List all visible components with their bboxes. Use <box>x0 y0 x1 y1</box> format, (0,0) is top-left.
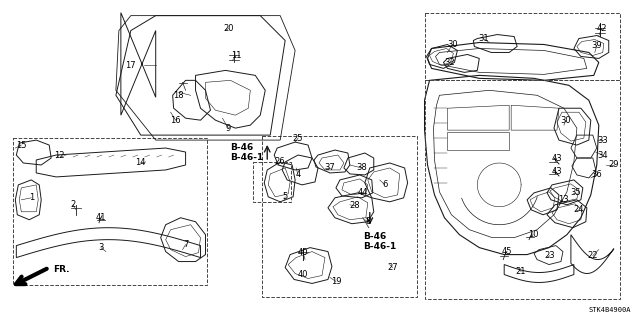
Text: 4: 4 <box>296 170 301 179</box>
Text: B-46: B-46 <box>230 143 253 152</box>
Text: 17: 17 <box>125 61 136 70</box>
Text: 34: 34 <box>598 151 608 160</box>
Text: 33: 33 <box>597 136 608 145</box>
Text: 27: 27 <box>387 263 398 272</box>
Bar <box>424 13 620 80</box>
Bar <box>424 80 620 300</box>
Text: 30: 30 <box>561 116 572 125</box>
Text: 7: 7 <box>183 240 188 249</box>
Text: 45: 45 <box>502 247 513 256</box>
Text: B-46: B-46 <box>363 232 386 241</box>
Text: 15: 15 <box>16 141 26 150</box>
Text: 35: 35 <box>571 188 581 197</box>
Text: 42: 42 <box>596 24 607 33</box>
Bar <box>13 138 207 286</box>
Text: 40: 40 <box>298 270 308 279</box>
Text: 12: 12 <box>54 151 65 160</box>
Text: 8: 8 <box>365 217 371 226</box>
Text: 5: 5 <box>282 192 288 201</box>
Text: 44: 44 <box>358 188 368 197</box>
Text: 14: 14 <box>136 159 146 167</box>
Text: 28: 28 <box>349 201 360 210</box>
Text: 23: 23 <box>545 251 556 260</box>
Text: 36: 36 <box>591 170 602 179</box>
Text: 2: 2 <box>70 200 76 209</box>
Bar <box>262 136 417 297</box>
Text: 41: 41 <box>96 213 106 222</box>
Text: 26: 26 <box>275 158 285 167</box>
Text: 10: 10 <box>528 230 538 239</box>
Text: 9: 9 <box>226 124 231 133</box>
Text: 16: 16 <box>170 116 181 125</box>
Text: 32: 32 <box>444 58 455 67</box>
Text: 25: 25 <box>293 134 303 143</box>
Text: 13: 13 <box>557 195 568 204</box>
Text: 31: 31 <box>478 34 488 43</box>
Text: 40: 40 <box>298 248 308 257</box>
Text: 1: 1 <box>29 193 34 202</box>
Text: 30: 30 <box>447 40 458 49</box>
Text: 6: 6 <box>382 180 387 189</box>
Text: 11: 11 <box>231 51 242 60</box>
Text: 43: 43 <box>552 167 563 176</box>
Text: 29: 29 <box>609 160 619 169</box>
Text: 38: 38 <box>356 163 367 173</box>
Text: 37: 37 <box>324 163 335 173</box>
Text: 18: 18 <box>173 91 184 100</box>
Text: 24: 24 <box>573 205 584 214</box>
Text: 3: 3 <box>99 243 104 252</box>
Text: B-46-1: B-46-1 <box>230 152 264 161</box>
Text: FR.: FR. <box>53 265 70 274</box>
Text: 21: 21 <box>516 267 526 276</box>
Text: 39: 39 <box>591 41 602 50</box>
Text: 22: 22 <box>588 251 598 260</box>
Text: STK4B4900A: STK4B4900A <box>588 307 630 313</box>
Text: B-46-1: B-46-1 <box>363 242 396 251</box>
Text: 43: 43 <box>552 153 563 162</box>
Text: 20: 20 <box>223 24 234 33</box>
Text: 19: 19 <box>331 277 341 286</box>
Bar <box>253 162 291 202</box>
